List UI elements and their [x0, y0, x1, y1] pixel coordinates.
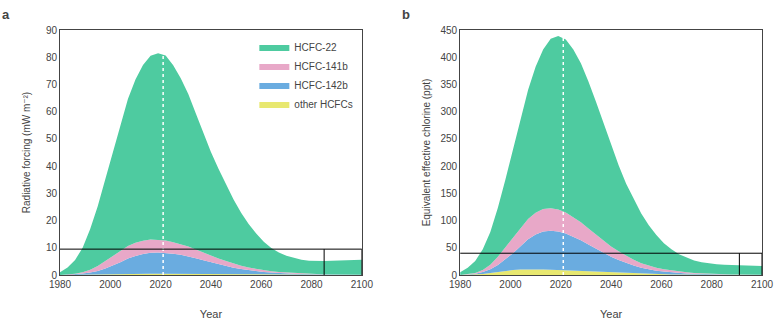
svg-text:20: 20	[46, 215, 58, 226]
svg-text:1980: 1980	[449, 279, 472, 290]
svg-text:HCFC-141b: HCFC-141b	[294, 61, 348, 72]
svg-text:Year: Year	[600, 308, 623, 320]
svg-text:300: 300	[440, 106, 457, 117]
svg-text:2060: 2060	[650, 279, 673, 290]
svg-text:400: 400	[440, 52, 457, 63]
svg-text:HCFC-22: HCFC-22	[294, 42, 337, 53]
svg-text:2040: 2040	[600, 279, 623, 290]
svg-text:a: a	[2, 7, 10, 22]
svg-text:2020: 2020	[550, 279, 573, 290]
svg-text:other HCFCs: other HCFCs	[294, 99, 352, 110]
svg-text:2100: 2100	[351, 279, 374, 290]
svg-text:30: 30	[46, 188, 58, 199]
svg-text:150: 150	[440, 188, 457, 199]
svg-text:Radiative forcing (mW m⁻²): Radiative forcing (mW m⁻²)	[21, 92, 32, 213]
svg-text:100: 100	[440, 215, 457, 226]
svg-text:70: 70	[46, 79, 58, 90]
svg-text:40: 40	[46, 161, 58, 172]
svg-text:350: 350	[440, 79, 457, 90]
svg-text:2000: 2000	[499, 279, 522, 290]
svg-text:80: 80	[46, 52, 58, 63]
svg-text:b: b	[402, 7, 410, 22]
svg-text:2000: 2000	[99, 279, 122, 290]
svg-text:0: 0	[51, 270, 57, 281]
svg-text:50: 50	[46, 133, 58, 144]
svg-text:60: 60	[46, 106, 58, 117]
svg-text:450: 450	[440, 25, 457, 36]
svg-text:2040: 2040	[200, 279, 223, 290]
svg-text:2060: 2060	[250, 279, 273, 290]
svg-text:90: 90	[46, 25, 58, 36]
svg-text:1980: 1980	[49, 279, 72, 290]
svg-text:2080: 2080	[300, 279, 323, 290]
svg-text:HCFC-142b: HCFC-142b	[294, 80, 348, 91]
svg-text:2020: 2020	[149, 279, 172, 290]
svg-text:Year: Year	[200, 308, 223, 320]
svg-text:0: 0	[452, 270, 458, 281]
svg-text:200: 200	[440, 161, 457, 172]
svg-text:250: 250	[440, 133, 457, 144]
svg-text:Equivalent effective chlorine: Equivalent effective chlorine (ppt)	[421, 79, 432, 227]
svg-text:2100: 2100	[751, 279, 774, 290]
svg-text:50: 50	[446, 242, 458, 253]
svg-text:10: 10	[46, 242, 58, 253]
svg-text:2080: 2080	[701, 279, 724, 290]
